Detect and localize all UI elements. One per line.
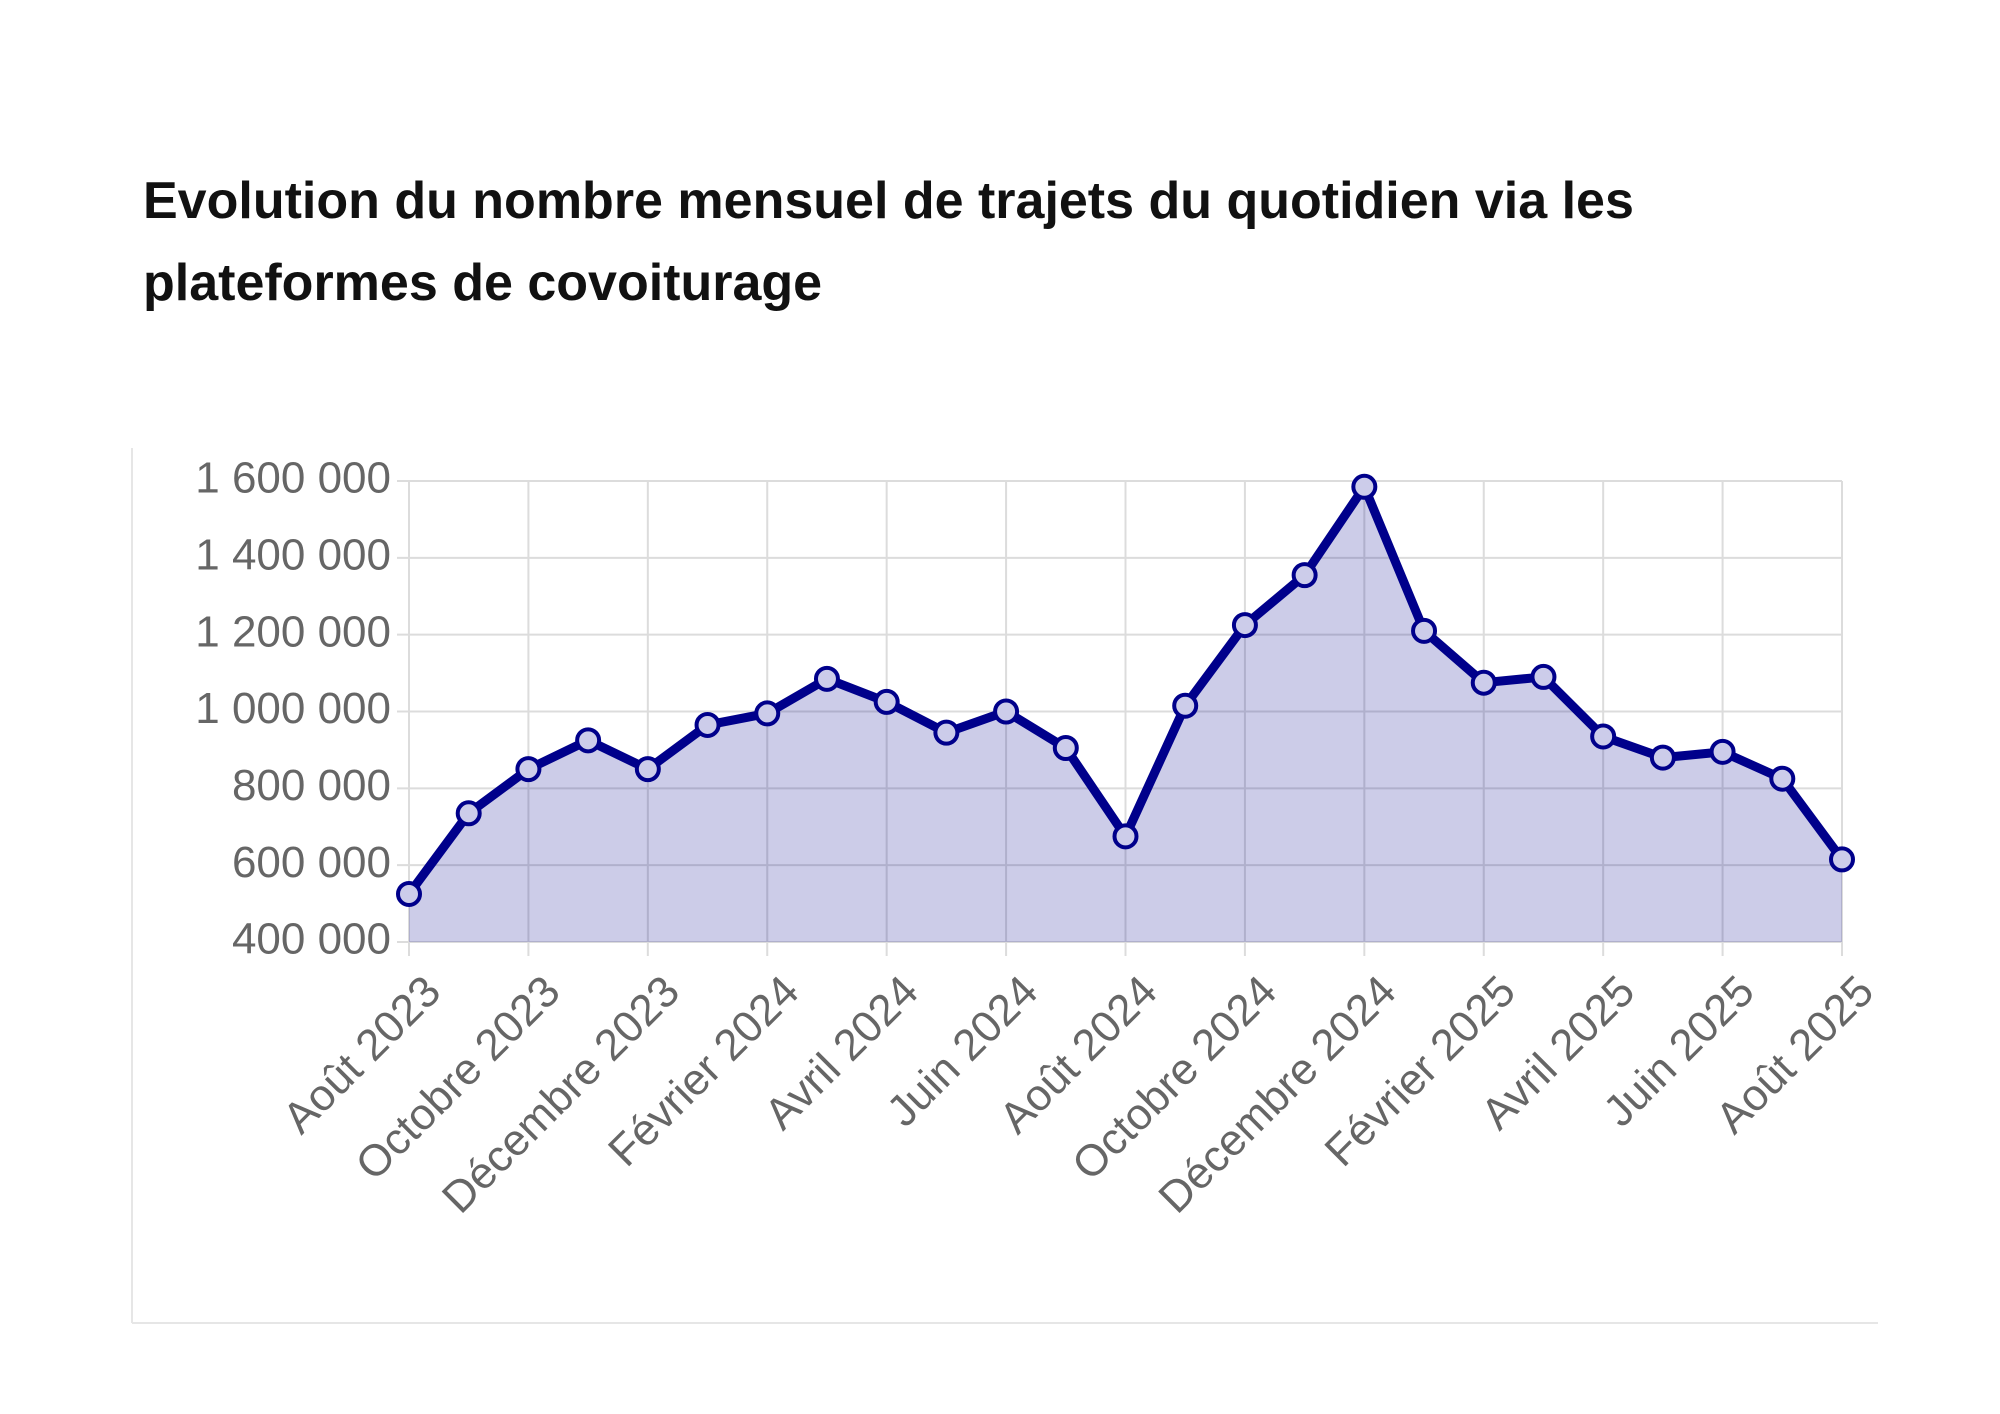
point [1649, 744, 1676, 771]
point [933, 719, 960, 746]
point [694, 711, 721, 738]
point [1829, 846, 1855, 873]
point [1172, 692, 1199, 719]
y-tick-label: 1 600 000 [195, 454, 391, 503]
point [813, 665, 840, 692]
y-tick-label: 600 000 [232, 838, 391, 887]
point [1291, 562, 1318, 589]
x-tick-label: Octobre 2024 [1063, 966, 1286, 1189]
x-tick-label: Octobre 2023 [346, 966, 569, 1189]
point [993, 698, 1020, 725]
point [1052, 734, 1079, 761]
y-tick-label: 400 000 [232, 915, 391, 964]
area-fill [409, 486, 1842, 942]
point [634, 756, 661, 783]
point [1112, 823, 1139, 850]
chart-title: Evolution du nombre mensuel de trajets d… [143, 172, 1634, 312]
point [754, 700, 781, 727]
point [515, 756, 542, 783]
point [1470, 669, 1497, 696]
y-tick-label: 800 000 [232, 761, 391, 810]
y-tick-label: 1 000 000 [195, 684, 391, 733]
point [1769, 765, 1796, 792]
point [396, 880, 422, 907]
point [1530, 663, 1557, 690]
y-tick-label: 1 200 000 [195, 607, 391, 656]
y-tick-label: 1 400 000 [195, 530, 391, 579]
point [1411, 617, 1438, 644]
point [873, 688, 900, 715]
point [455, 800, 482, 827]
point [575, 727, 602, 754]
point [1709, 738, 1736, 765]
point [1231, 612, 1258, 639]
point [1590, 723, 1617, 750]
point [1351, 473, 1378, 500]
